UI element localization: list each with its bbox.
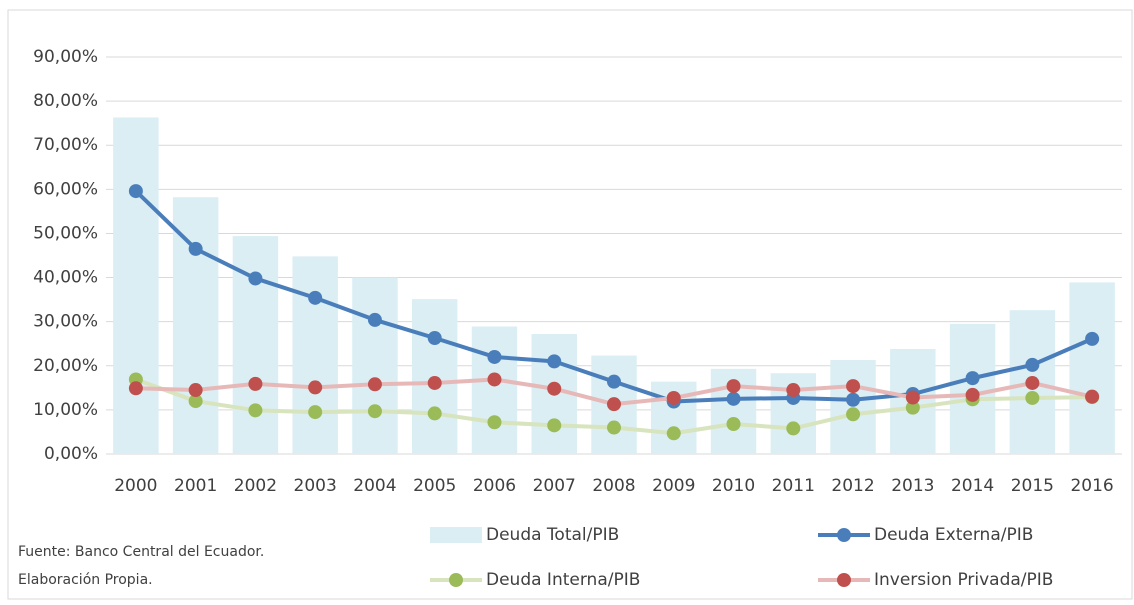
y-tick-label: 50,00% bbox=[33, 223, 98, 243]
legend-swatch bbox=[430, 527, 482, 543]
marker bbox=[905, 390, 920, 405]
marker bbox=[248, 376, 263, 391]
marker bbox=[905, 400, 920, 415]
marker bbox=[547, 418, 562, 433]
marker bbox=[666, 426, 681, 441]
legend-label: Deuda Interna/PIB bbox=[486, 570, 640, 590]
marker bbox=[128, 184, 143, 199]
marker bbox=[726, 391, 741, 406]
marker bbox=[367, 377, 382, 392]
marker bbox=[965, 371, 980, 386]
marker bbox=[607, 420, 621, 435]
x-tick-label: 2005 bbox=[413, 476, 456, 496]
marker bbox=[248, 403, 263, 418]
marker bbox=[427, 375, 442, 390]
marker bbox=[248, 271, 263, 286]
legend-marker bbox=[837, 528, 851, 542]
x-tick-label: 2002 bbox=[234, 476, 277, 496]
legend-label: Deuda Externa/PIB bbox=[874, 525, 1033, 545]
x-tick-label: 2011 bbox=[772, 476, 815, 496]
marker bbox=[1085, 389, 1100, 404]
marker bbox=[1025, 357, 1040, 372]
marker bbox=[726, 379, 741, 394]
y-tick-label: 40,00% bbox=[33, 268, 98, 288]
chart-frame bbox=[7, 9, 1133, 600]
marker bbox=[1025, 375, 1040, 390]
bar bbox=[830, 360, 876, 454]
y-tick-label: 80,00% bbox=[33, 91, 98, 111]
marker bbox=[607, 397, 621, 412]
marker bbox=[786, 421, 801, 436]
marker bbox=[308, 405, 323, 420]
x-tick-label: 2010 bbox=[712, 476, 755, 496]
marker bbox=[188, 394, 203, 409]
legend-marker bbox=[837, 573, 851, 587]
marker bbox=[188, 383, 203, 398]
marker bbox=[666, 390, 681, 405]
marker bbox=[188, 241, 203, 256]
bar bbox=[292, 256, 338, 454]
y-tick-label: 30,00% bbox=[33, 312, 98, 332]
x-tick-label: 2009 bbox=[652, 476, 695, 496]
y-tick-label: 20,00% bbox=[33, 356, 98, 376]
marker bbox=[1085, 331, 1100, 346]
marker bbox=[607, 374, 621, 389]
legend-label: Inversion Privada/PIB bbox=[874, 570, 1053, 590]
y-tick-label: 60,00% bbox=[33, 179, 98, 199]
legend-marker bbox=[449, 573, 463, 587]
author-note: Elaboración Propia. bbox=[18, 572, 153, 588]
x-tick-label: 2012 bbox=[831, 476, 874, 496]
legend-label: Deuda Total/PIB bbox=[486, 525, 619, 545]
source-note: Fuente: Banco Central del Ecuador. bbox=[18, 544, 264, 560]
y-tick-label: 10,00% bbox=[33, 400, 98, 420]
marker bbox=[846, 379, 861, 394]
marker bbox=[308, 380, 323, 395]
marker bbox=[965, 387, 980, 402]
bar bbox=[113, 117, 159, 454]
x-tick-label: 2003 bbox=[294, 476, 337, 496]
marker bbox=[846, 392, 861, 407]
x-tick-label: 2004 bbox=[353, 476, 396, 496]
marker bbox=[547, 354, 562, 369]
bar bbox=[1069, 282, 1115, 454]
marker bbox=[487, 372, 502, 387]
marker bbox=[367, 312, 382, 327]
bar bbox=[471, 326, 518, 454]
marker bbox=[128, 381, 143, 396]
marker bbox=[487, 349, 502, 364]
marker bbox=[367, 404, 382, 419]
y-tick-label: 0,00% bbox=[44, 444, 98, 464]
marker bbox=[846, 407, 861, 422]
x-tick-label: 2000 bbox=[114, 476, 157, 496]
y-tick-label: 90,00% bbox=[33, 47, 98, 67]
x-tick-label: 2007 bbox=[533, 476, 576, 496]
y-tick-label: 70,00% bbox=[33, 135, 98, 155]
marker bbox=[427, 330, 442, 345]
bar bbox=[352, 277, 398, 454]
x-tick-label: 2006 bbox=[473, 476, 516, 496]
marker bbox=[308, 290, 323, 305]
marker bbox=[427, 406, 442, 421]
bar bbox=[172, 197, 219, 455]
marker bbox=[1025, 390, 1040, 405]
x-tick-label: 2013 bbox=[891, 476, 934, 496]
x-tick-label: 2008 bbox=[592, 476, 635, 496]
x-tick-label: 2001 bbox=[174, 476, 217, 496]
marker bbox=[547, 381, 562, 396]
x-tick-label: 2014 bbox=[951, 476, 994, 496]
x-tick-label: 2015 bbox=[1011, 476, 1054, 496]
marker bbox=[786, 383, 801, 398]
marker bbox=[487, 415, 502, 430]
x-tick-label: 2016 bbox=[1070, 476, 1113, 496]
marker bbox=[726, 417, 741, 432]
